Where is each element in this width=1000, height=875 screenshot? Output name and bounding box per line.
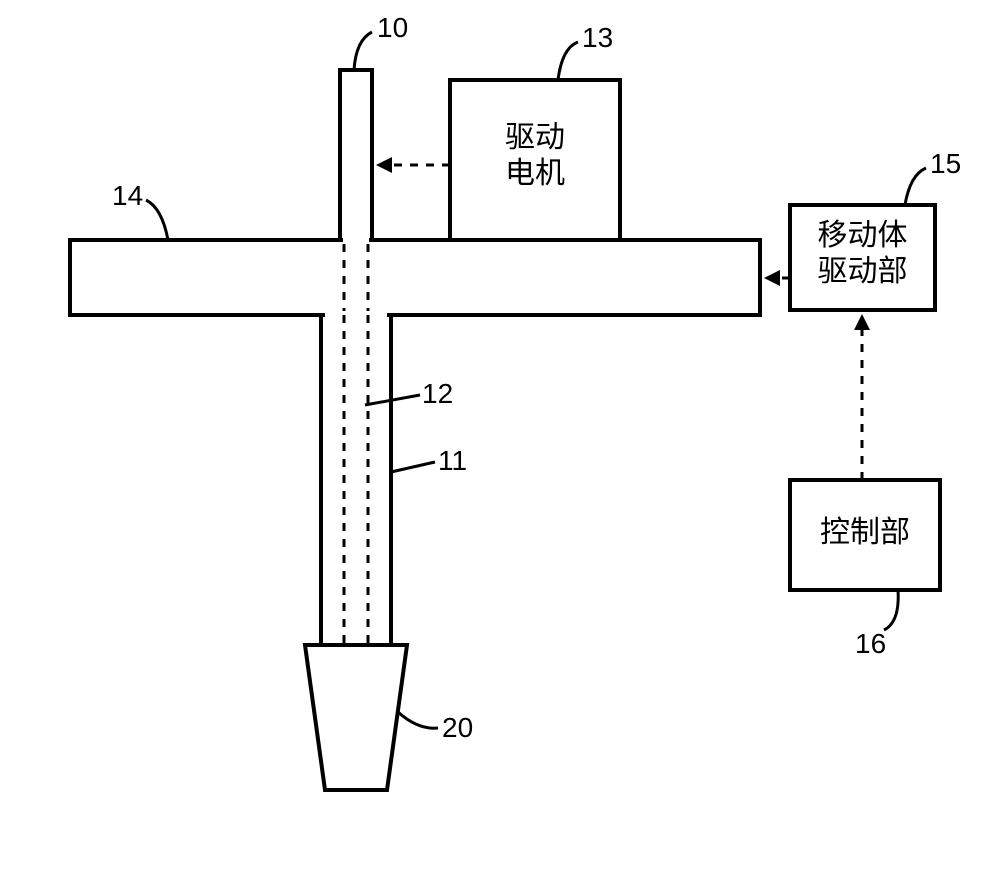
leader-10 bbox=[354, 32, 372, 70]
label-13: 13 bbox=[582, 22, 613, 54]
leader-20 bbox=[398, 712, 438, 728]
arrow-mover-bar-head bbox=[764, 270, 780, 286]
schematic-diagram: 10 13 14 15 12 11 16 20 驱动 电机 移动体 驱动部 控制… bbox=[0, 0, 1000, 870]
shaft-bar-join-top bbox=[343, 237, 369, 243]
label-16: 16 bbox=[855, 628, 886, 660]
label-12: 12 bbox=[422, 378, 453, 410]
label-15: 15 bbox=[930, 148, 961, 180]
tip-shape bbox=[305, 645, 407, 790]
arrow-controller-mover-head bbox=[854, 314, 870, 330]
horizontal-bar bbox=[70, 240, 760, 315]
leader-13 bbox=[558, 42, 578, 80]
top-shaft bbox=[340, 70, 372, 240]
lower-shaft-top-join bbox=[325, 312, 387, 318]
leader-16 bbox=[884, 590, 898, 630]
arrow-motor-shaft-head bbox=[376, 157, 392, 173]
leader-14 bbox=[146, 200, 168, 240]
leader-15 bbox=[905, 168, 926, 205]
label-10: 10 bbox=[377, 12, 408, 44]
leader-11 bbox=[391, 462, 435, 472]
mover-drive-box-text: 移动体 驱动部 bbox=[790, 218, 935, 290]
label-14: 14 bbox=[112, 180, 143, 212]
label-11: 11 bbox=[438, 445, 467, 477]
motor-box-text: 驱动 电机 bbox=[450, 120, 620, 192]
label-20: 20 bbox=[442, 712, 473, 744]
lower-shaft-outer bbox=[321, 315, 391, 645]
controller-box-text: 控制部 bbox=[790, 515, 940, 551]
